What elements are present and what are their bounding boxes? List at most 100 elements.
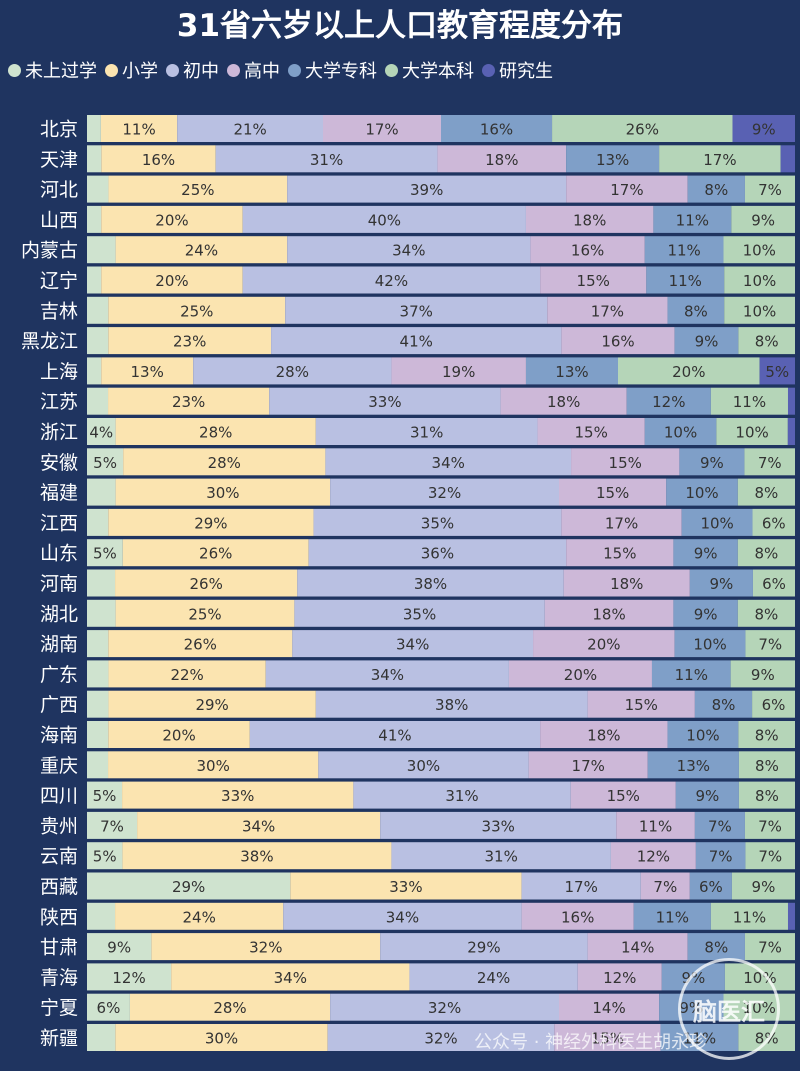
data-label: 24% [182, 908, 215, 926]
data-label: 7% [758, 939, 782, 957]
bar-segment [87, 781, 123, 809]
bar-segment [108, 630, 293, 658]
chart-title: 31省六岁以上人口教育程度分布 [176, 8, 624, 44]
legend-label: 小学 [122, 61, 158, 82]
bar-segment [87, 266, 102, 294]
data-label: 5% [93, 848, 117, 866]
data-label: 7% [758, 454, 782, 472]
bar-segment [566, 145, 660, 173]
data-label: 15% [591, 1030, 624, 1048]
data-label: 10% [743, 302, 776, 320]
bar-segment [313, 508, 562, 536]
data-label: 38% [435, 696, 468, 714]
bar-segment [689, 872, 732, 900]
category-label: 河南 [40, 573, 78, 595]
bar-segment [673, 599, 738, 627]
data-label: 38% [414, 575, 447, 593]
bar-segment [87, 448, 124, 476]
bar-segment [559, 478, 667, 506]
data-label: 7% [708, 817, 732, 835]
data-label: 7% [653, 878, 677, 896]
data-label: 41% [400, 333, 433, 351]
data-label: 16% [480, 121, 513, 139]
category-label: 山西 [40, 209, 78, 231]
category-label: 吉林 [40, 300, 78, 322]
bar-segment [101, 205, 243, 233]
bar-segment [87, 690, 109, 718]
bar-segment [108, 508, 314, 536]
data-label: 17% [572, 757, 605, 775]
bar-segment [525, 357, 618, 385]
bar-segment [694, 811, 745, 839]
category-label: 贵州 [40, 815, 78, 837]
bar-segment [587, 933, 688, 961]
bar-segment [151, 933, 381, 961]
bar-segment [87, 357, 102, 385]
legend-swatch [8, 63, 21, 77]
bar-segment [87, 508, 109, 536]
bar-segment [137, 811, 381, 839]
data-label: 11% [676, 211, 709, 229]
legend-label: 大学专科 [305, 61, 377, 82]
data-label: 5% [93, 787, 117, 805]
data-label: 11% [122, 121, 155, 139]
data-label: 33% [482, 817, 515, 835]
bar-segment [177, 115, 323, 142]
legend-label: 高中 [244, 61, 280, 82]
data-label: 14% [621, 939, 654, 957]
bar-segment [563, 569, 690, 597]
bar-segment [380, 811, 617, 839]
bar-segment [87, 296, 109, 324]
bar-segment [87, 418, 116, 445]
bar-segment [123, 448, 326, 476]
data-label: 9% [752, 121, 776, 139]
watermark-logo: 脑医汇 [678, 958, 780, 1060]
bar-segment [647, 751, 739, 779]
data-label: 34% [396, 636, 429, 654]
bar-segment [744, 175, 795, 203]
data-label: 11% [675, 666, 708, 684]
data-label: 34% [274, 969, 307, 987]
data-label: 7% [758, 636, 782, 654]
data-label: 10% [743, 242, 776, 260]
data-label: 18% [587, 727, 620, 745]
data-label: 34% [392, 242, 425, 260]
bar-segment [752, 508, 795, 536]
data-label: 20% [587, 636, 620, 654]
bar-segment [780, 145, 795, 173]
bar-segment [646, 266, 725, 294]
legend-label: 大学本科 [402, 61, 474, 82]
bar-segment [561, 508, 682, 536]
bar-segment [87, 478, 116, 506]
bar-segment [695, 842, 746, 870]
category-label: 湖北 [40, 603, 78, 625]
data-label: 9% [107, 939, 131, 957]
bar-segment [101, 145, 216, 173]
bar-segment [108, 751, 319, 779]
legend-swatch [227, 63, 240, 77]
data-label: 34% [432, 454, 465, 472]
bar-segment [391, 842, 611, 870]
category-label: 宁夏 [40, 997, 78, 1019]
data-label: 28% [213, 999, 246, 1017]
bar-segment [287, 236, 531, 264]
bar-segment [731, 872, 795, 900]
legend-item: 大学专科 [288, 57, 377, 83]
data-label: 11% [733, 393, 766, 411]
bar-segment [115, 569, 298, 597]
data-label: 11% [669, 272, 702, 290]
category-label: 湖南 [40, 634, 78, 656]
bar-segment [108, 721, 250, 748]
data-label: 33% [389, 878, 422, 896]
data-label: 22% [170, 666, 203, 684]
category-label: 海南 [40, 725, 78, 747]
data-label: 32% [428, 999, 461, 1017]
bar-segment [687, 175, 745, 203]
bar-segment [540, 721, 668, 748]
data-label: 10% [735, 424, 768, 442]
bar-segment [380, 933, 588, 961]
data-label: 5% [93, 454, 117, 472]
data-label: 42% [375, 272, 408, 290]
bar-segment [651, 660, 731, 688]
bar-segment [508, 660, 652, 688]
